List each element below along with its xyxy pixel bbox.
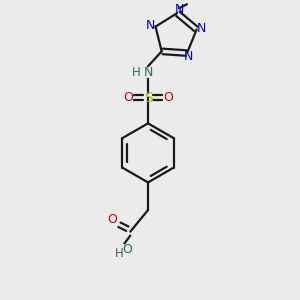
Text: S: S [144, 91, 152, 105]
Text: N: N [146, 19, 155, 32]
Text: O: O [163, 91, 173, 104]
Text: H: H [115, 247, 124, 260]
Text: N: N [143, 66, 153, 79]
Text: O: O [122, 243, 132, 256]
Text: N: N [174, 3, 184, 16]
Text: H: H [131, 66, 140, 79]
Text: N: N [183, 50, 193, 63]
Text: N: N [197, 22, 206, 35]
Text: O: O [108, 213, 118, 226]
Text: O: O [123, 91, 133, 104]
